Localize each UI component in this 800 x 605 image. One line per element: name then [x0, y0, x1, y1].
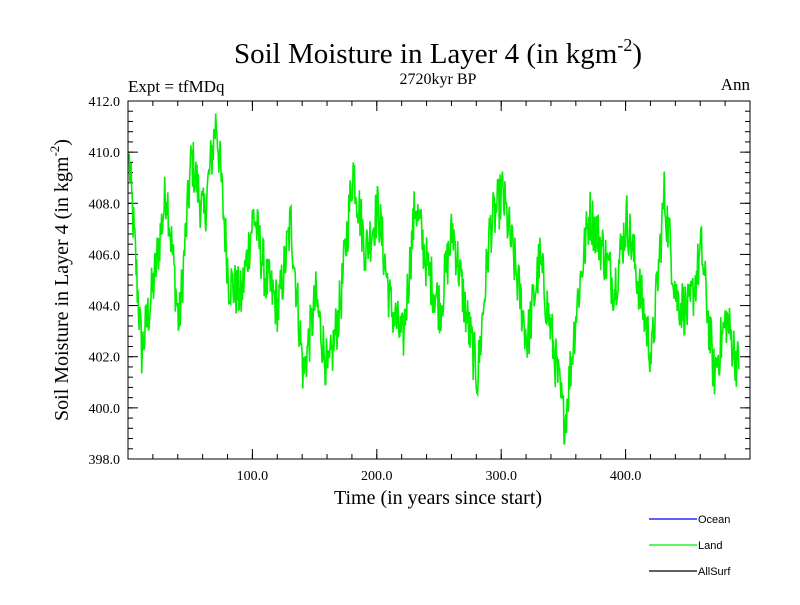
- y-tick-label: 398.0: [89, 453, 121, 468]
- legend-label-allsurf: AllSurf: [698, 566, 731, 578]
- x-tick-label: 200.0: [361, 469, 393, 484]
- y-tick-label: 404.0: [89, 300, 121, 315]
- y-tick-label: 412.0: [89, 95, 121, 110]
- y-axis-label-main: Soil Moisture in Layer 4 (in kgm: [51, 156, 73, 421]
- chart-title: Soil Moisture in Layer 4 (in kgm-2): [234, 35, 642, 70]
- x-tick-label: 400.0: [610, 469, 642, 484]
- chart-title-close: ): [632, 38, 642, 70]
- plot-frame: [127, 100, 751, 460]
- subtitle-center: 2720kyr BP: [400, 71, 477, 88]
- subtitle-left: Expt = tfMDq: [128, 77, 225, 96]
- y-tick-label: 402.0: [89, 351, 121, 366]
- chart-title-main: Soil Moisture in Layer 4 (in kgm: [234, 38, 618, 70]
- y-tick-label: 400.0: [89, 402, 121, 417]
- legend-label-ocean: Ocean: [698, 514, 730, 526]
- legend-label-land: Land: [698, 540, 722, 552]
- y-axis-label-sup: -2: [47, 146, 62, 157]
- subtitle-right: Ann: [721, 75, 751, 94]
- series-line-land: [128, 113, 740, 445]
- chart-title-sup: -2: [617, 35, 632, 55]
- y-tick-label: 410.0: [89, 146, 121, 161]
- y-axis-label: Soil Moisture in Layer 4 (in kgm-2): [47, 139, 73, 421]
- y-tick-label: 408.0: [89, 197, 121, 212]
- x-tick-label: 100.0: [237, 469, 269, 484]
- x-axis-label: Time (in years since start): [334, 487, 542, 509]
- y-axis-label-close: ): [51, 139, 73, 146]
- x-tick-label: 300.0: [485, 469, 517, 484]
- y-tick-label: 406.0: [89, 248, 121, 263]
